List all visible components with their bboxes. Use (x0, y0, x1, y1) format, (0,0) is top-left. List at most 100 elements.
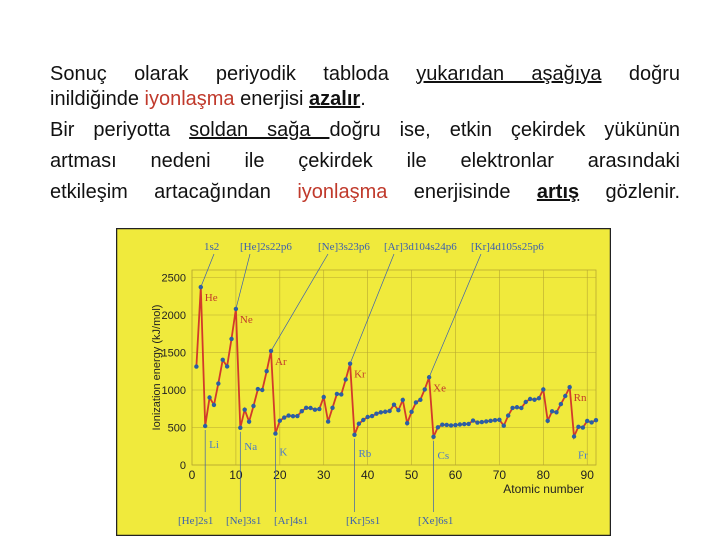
data-point (431, 434, 436, 439)
data-point (475, 420, 480, 425)
data-point (462, 421, 467, 427)
x-tick-label: 10 (229, 468, 243, 482)
data-point (343, 377, 348, 382)
data-point (321, 394, 326, 400)
top-config-leader (270, 253, 329, 352)
x-tick-label: 40 (361, 468, 375, 482)
y-axis-label: Ionization energy (kJ/mol) (151, 305, 163, 431)
data-point (202, 423, 208, 429)
data-point (220, 357, 225, 363)
data-point (554, 410, 559, 415)
data-point (523, 399, 528, 405)
data-point (589, 420, 594, 425)
data-point (378, 410, 384, 415)
data-point (549, 409, 555, 414)
data-point (479, 419, 485, 425)
data-point (286, 413, 291, 418)
top-config-leader (200, 253, 215, 288)
top-config-label: [Kr]4d105s25p6 (471, 241, 544, 253)
x-tick-label: 70 (493, 468, 507, 482)
data-point (510, 405, 515, 411)
top-config-label: [He]2s22p6 (240, 241, 292, 253)
data-point (519, 405, 524, 411)
data-point (365, 414, 370, 420)
element-label: Ne (240, 314, 253, 326)
data-point (422, 387, 427, 392)
highlight-term: iyonlaşma (144, 88, 235, 110)
data-point (514, 405, 520, 410)
x-tick-label: 80 (537, 468, 551, 482)
data-point (387, 408, 392, 414)
data-point (334, 391, 340, 397)
ionization-energy-chart: 0 500 1000 1500 2000 2500 0 10 20 30 40 50 60 70 80 90 I… (116, 228, 611, 536)
data-point (277, 418, 283, 423)
data-point (505, 413, 511, 418)
text-run: enerjisinde (387, 181, 537, 203)
element-label: Rn (574, 392, 587, 404)
data-point (264, 368, 269, 374)
top-config-label: [Ne]3s23p6 (318, 241, 370, 253)
data-point (567, 385, 572, 390)
text-run: Bir periyotta (50, 119, 190, 141)
paragraph-1-line-1: Sonuç olarak periyodik tabloda yukarıdan… (50, 62, 680, 87)
data-point (260, 387, 265, 393)
paragraph-2-line-3: etkileşim artacağından iyonlaşma enerjis… (50, 180, 680, 205)
data-point (448, 423, 454, 428)
data-point (532, 397, 537, 402)
text-run: Sonuç olarak periyodik tabloda (50, 63, 417, 85)
y-tick-label: 2500 (162, 273, 186, 285)
data-point (246, 419, 252, 424)
y-tick-label: 2000 (162, 310, 186, 322)
element-label: Cs (438, 450, 450, 462)
data-point (361, 417, 366, 423)
data-point (224, 364, 230, 369)
top-config-leader (235, 253, 251, 310)
data-point (527, 396, 533, 402)
data-point (492, 418, 498, 423)
data-point (242, 407, 247, 412)
bottom-config-label: [Xe]6s1 (418, 515, 453, 527)
bold-term: artış (536, 181, 580, 203)
data-point (374, 411, 379, 416)
data-point (497, 417, 502, 422)
data-point (541, 387, 546, 392)
data-point (308, 405, 313, 411)
top-config-leader (349, 253, 395, 364)
data-point (369, 413, 375, 419)
data-point (229, 336, 234, 342)
x-tick-label: 60 (449, 468, 463, 482)
data-point (352, 432, 357, 437)
underlined-phrase: soldan sağa (189, 119, 330, 141)
data-point (435, 425, 441, 430)
data-point (216, 381, 221, 386)
text-run: . (360, 88, 366, 110)
data-point (484, 419, 489, 424)
element-label: Xe (433, 382, 446, 394)
text-run: doğru ise, etkin çekirdek yükünün (329, 119, 681, 141)
element-label: Ar (275, 356, 287, 368)
data-point (576, 424, 581, 430)
bold-term: azalır (309, 88, 361, 110)
top-config-label: [Ar]3d104s24p6 (384, 241, 457, 253)
data-point (211, 402, 217, 408)
data-point (558, 401, 564, 407)
data-point (418, 397, 423, 403)
data-point (409, 409, 414, 415)
data-point (317, 406, 322, 412)
data-point (571, 434, 577, 439)
data-point (330, 405, 335, 411)
data-point (299, 409, 304, 414)
data-point (273, 431, 278, 436)
paragraph-1-line-2: inildiğinde iyonlaşma enerjisi azalır. (50, 87, 680, 112)
data-point (440, 422, 445, 427)
data-point (255, 386, 261, 392)
element-label: He (205, 292, 218, 304)
data-point (207, 395, 212, 400)
y-tick-label: 0 (180, 460, 186, 472)
x-tick-label: 90 (581, 468, 595, 482)
top-config-label: 1s2 (204, 241, 219, 253)
text-run: etkileşim artacağından (50, 181, 298, 203)
data-point (563, 393, 568, 399)
y-tick-label: 1000 (162, 385, 186, 397)
bottom-config-label: [He]2s1 (178, 515, 213, 527)
